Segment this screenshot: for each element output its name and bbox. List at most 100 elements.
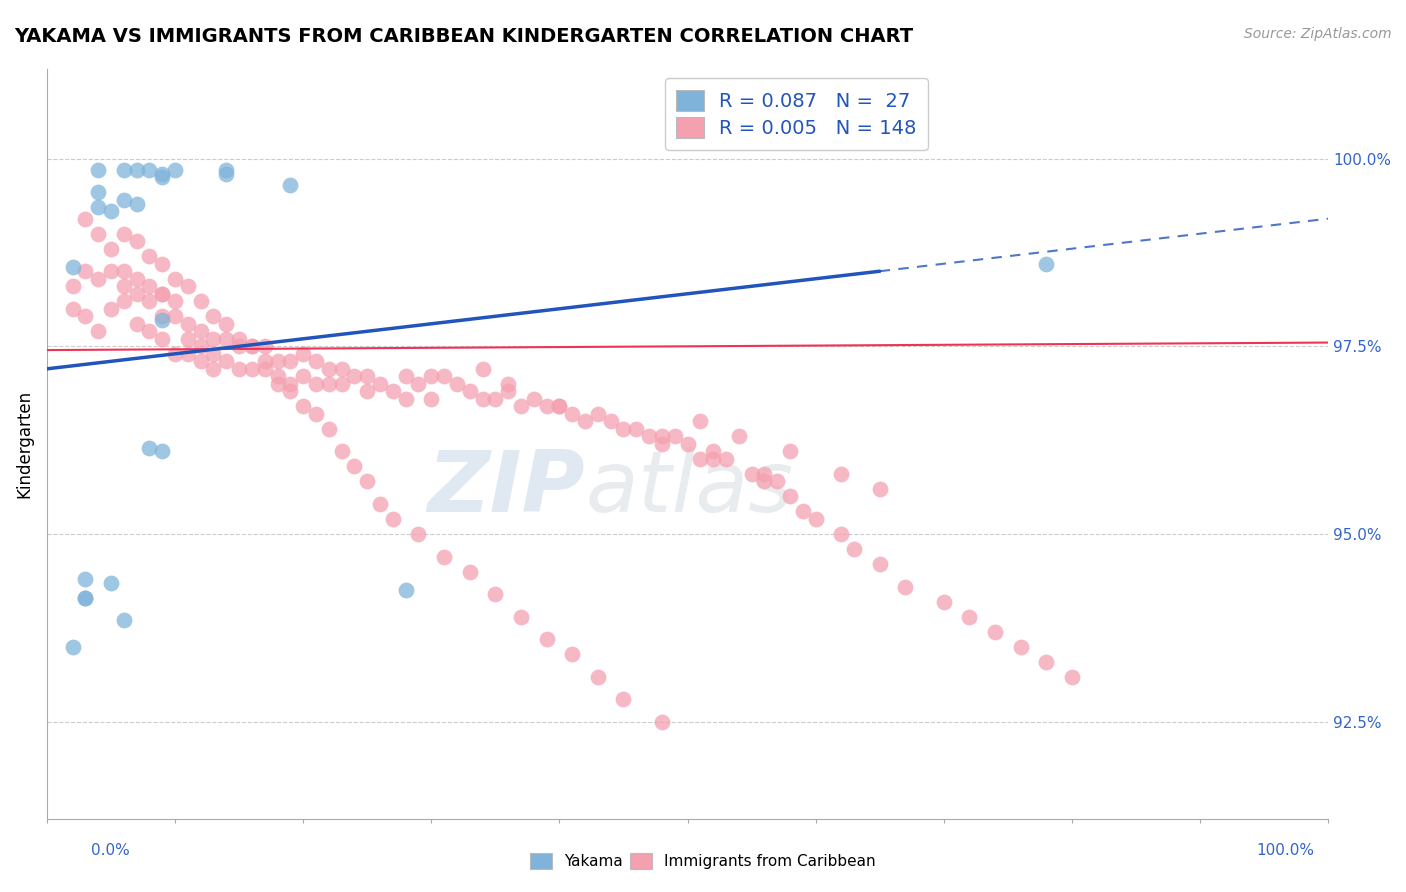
Point xyxy=(266,354,288,368)
Point xyxy=(381,512,404,526)
Point xyxy=(215,162,238,177)
Point xyxy=(112,162,135,177)
Point xyxy=(150,313,173,327)
Point xyxy=(586,407,609,421)
Point xyxy=(163,162,186,177)
Point xyxy=(754,467,776,481)
Point xyxy=(446,376,468,391)
Point xyxy=(150,332,173,346)
Point xyxy=(458,565,481,579)
Point xyxy=(754,475,776,489)
Point xyxy=(202,310,225,324)
Point xyxy=(779,444,801,458)
Point xyxy=(689,451,711,466)
Point xyxy=(510,609,533,624)
Point xyxy=(702,444,724,458)
Point xyxy=(100,301,122,316)
Point xyxy=(125,162,148,177)
Point xyxy=(62,301,84,316)
Point xyxy=(318,422,340,436)
Text: ZIP: ZIP xyxy=(427,448,585,531)
Point xyxy=(356,384,378,399)
Point xyxy=(1035,257,1057,271)
Point xyxy=(125,317,148,331)
Text: Source: ZipAtlas.com: Source: ZipAtlas.com xyxy=(1244,27,1392,41)
Point xyxy=(163,294,186,309)
Point xyxy=(330,376,353,391)
Point xyxy=(228,361,250,376)
Point xyxy=(381,384,404,399)
Point xyxy=(150,310,173,324)
Point xyxy=(215,167,238,181)
Point xyxy=(433,369,456,384)
Point xyxy=(100,242,122,256)
Point xyxy=(395,392,418,406)
Point xyxy=(458,384,481,399)
Point xyxy=(766,475,789,489)
Point xyxy=(957,609,980,624)
Point xyxy=(150,286,173,301)
Point xyxy=(510,400,533,414)
Point xyxy=(305,376,328,391)
Point xyxy=(523,392,546,406)
Point xyxy=(779,490,801,504)
Point xyxy=(1010,640,1032,654)
Point xyxy=(1060,670,1083,684)
Point xyxy=(932,594,955,608)
Point xyxy=(395,583,418,598)
Point xyxy=(138,279,160,293)
Point xyxy=(638,429,661,443)
Point xyxy=(215,332,238,346)
Point xyxy=(471,392,494,406)
Point xyxy=(177,317,200,331)
Point xyxy=(727,429,749,443)
Point xyxy=(278,384,301,399)
Point xyxy=(368,497,391,511)
Point xyxy=(75,310,97,324)
Point xyxy=(368,376,391,391)
Point xyxy=(792,504,814,518)
Point xyxy=(177,332,200,346)
Point xyxy=(125,271,148,285)
Point xyxy=(484,587,506,601)
Point xyxy=(202,361,225,376)
Point xyxy=(228,332,250,346)
Point xyxy=(163,271,186,285)
Point xyxy=(75,591,97,605)
Point xyxy=(87,227,110,241)
Point xyxy=(330,361,353,376)
Point xyxy=(869,557,891,571)
Point xyxy=(561,407,583,421)
Point xyxy=(408,376,430,391)
Text: 100.0%: 100.0% xyxy=(1257,843,1315,858)
Point xyxy=(150,167,173,181)
Point xyxy=(278,376,301,391)
Point xyxy=(830,467,852,481)
Point xyxy=(651,714,673,729)
Point xyxy=(408,527,430,541)
Point xyxy=(599,414,621,428)
Point xyxy=(228,339,250,353)
Point xyxy=(112,227,135,241)
Point xyxy=(150,257,173,271)
Legend: Yakama, Immigrants from Caribbean: Yakama, Immigrants from Caribbean xyxy=(524,847,882,875)
Point xyxy=(548,400,571,414)
Point xyxy=(536,632,558,647)
Point xyxy=(138,249,160,263)
Point xyxy=(112,294,135,309)
Point xyxy=(741,467,763,481)
Point xyxy=(202,332,225,346)
Point xyxy=(830,527,852,541)
Point xyxy=(190,324,212,338)
Point xyxy=(1035,655,1057,669)
Point xyxy=(869,482,891,496)
Point xyxy=(240,361,263,376)
Point xyxy=(395,369,418,384)
Point xyxy=(343,459,366,474)
Point xyxy=(330,444,353,458)
Point xyxy=(75,211,97,226)
Point xyxy=(125,196,148,211)
Point xyxy=(190,354,212,368)
Point xyxy=(471,361,494,376)
Point xyxy=(150,286,173,301)
